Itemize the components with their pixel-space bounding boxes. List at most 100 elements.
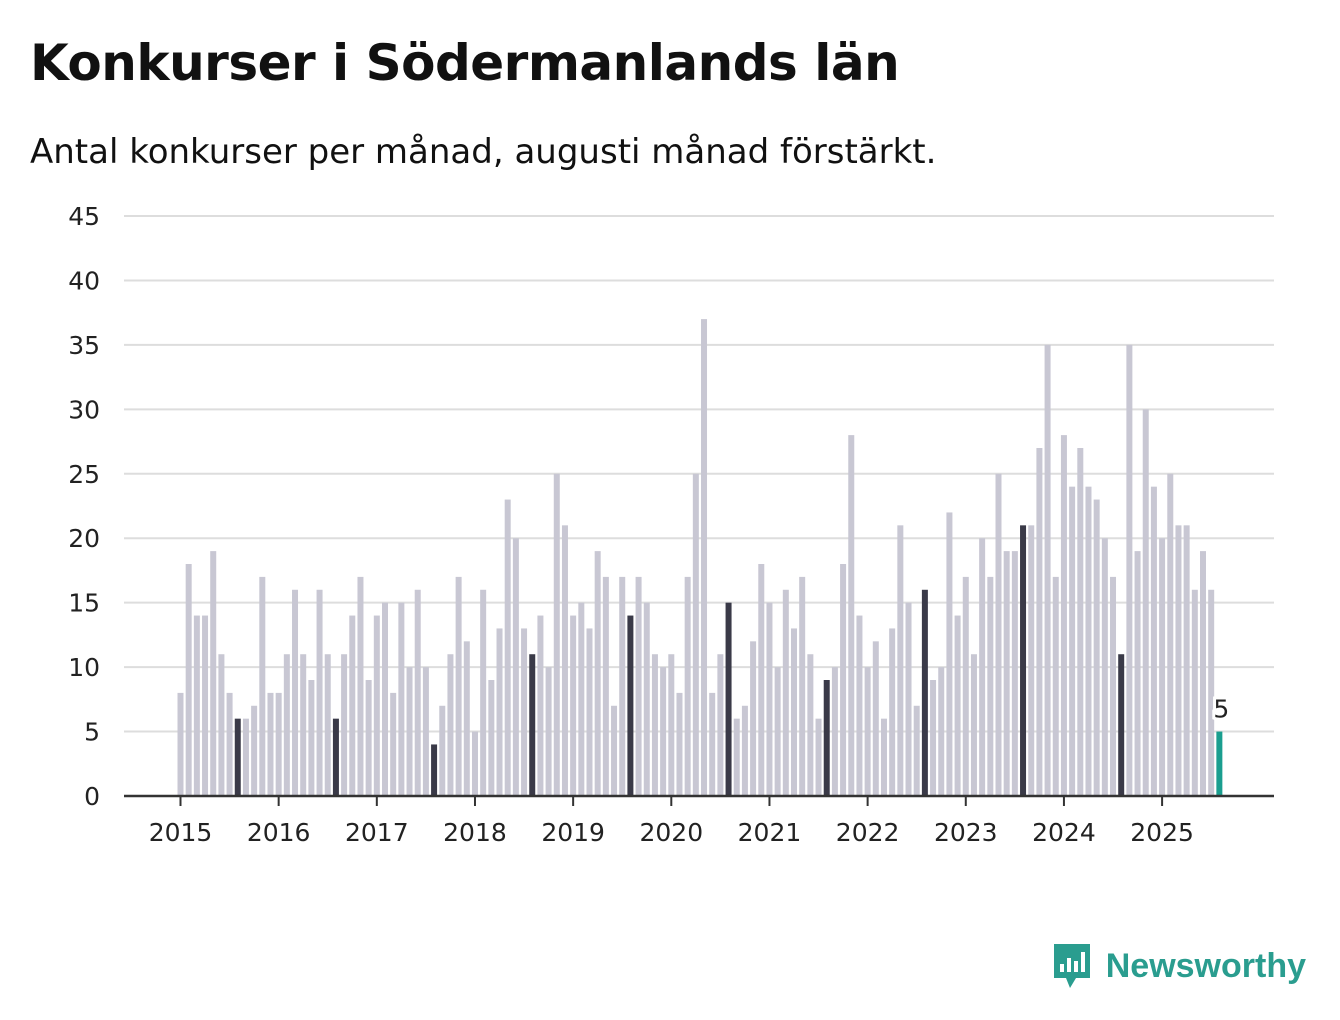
bar — [349, 615, 356, 796]
bar — [561, 525, 568, 796]
y-tick-label: 20 — [68, 524, 100, 553]
bar — [308, 680, 315, 796]
x-tick-label: 2020 — [639, 818, 703, 847]
bar — [725, 602, 732, 796]
bar — [930, 680, 937, 796]
x-tick-label: 2018 — [443, 818, 507, 847]
bar — [938, 667, 945, 796]
bar — [651, 654, 658, 796]
bar — [668, 654, 675, 796]
bar — [856, 615, 863, 796]
bar — [1052, 576, 1059, 796]
bar — [815, 718, 822, 796]
bar — [521, 628, 528, 796]
bar — [1044, 344, 1051, 796]
bar — [864, 667, 871, 796]
bar — [226, 692, 233, 796]
bar — [1118, 654, 1125, 796]
bar — [316, 589, 323, 796]
y-tick-label: 15 — [68, 589, 100, 618]
bar — [185, 564, 192, 796]
bar — [480, 589, 487, 796]
bar — [897, 525, 904, 796]
x-tick-label: 2016 — [247, 818, 311, 847]
bar — [1150, 486, 1157, 796]
bar — [529, 654, 536, 796]
bar — [905, 602, 912, 796]
bar — [365, 680, 372, 796]
bar — [578, 602, 585, 796]
bar — [733, 718, 740, 796]
bar — [234, 718, 241, 796]
x-tick-label: 2017 — [345, 818, 409, 847]
bar — [431, 744, 438, 796]
bar — [880, 718, 887, 796]
bar — [1093, 499, 1100, 796]
bar — [594, 551, 601, 796]
y-tick-label: 30 — [68, 395, 100, 424]
bar — [390, 692, 397, 796]
bar — [275, 692, 282, 796]
bar — [995, 473, 1002, 796]
bar — [602, 576, 609, 796]
bar — [586, 628, 593, 796]
bar — [921, 589, 928, 796]
bar — [643, 602, 650, 796]
bar — [504, 499, 511, 796]
bar — [799, 576, 806, 796]
bar — [872, 641, 879, 796]
bar — [283, 654, 290, 796]
bar — [913, 705, 920, 796]
bar — [545, 667, 552, 796]
bar — [987, 576, 994, 796]
x-tick-label: 2023 — [934, 818, 998, 847]
bar — [750, 641, 757, 796]
bar — [414, 589, 421, 796]
x-tick-label: 2015 — [149, 818, 213, 847]
y-tick-label: 5 — [84, 718, 100, 747]
bar — [1085, 486, 1092, 796]
bar — [1110, 576, 1117, 796]
bar — [635, 576, 642, 796]
brand-logo[interactable]: Newsworthy — [1052, 942, 1306, 990]
bar — [373, 615, 380, 796]
bar — [676, 692, 683, 796]
bar — [1003, 551, 1010, 796]
bar — [970, 654, 977, 796]
x-tick-label: 2024 — [1032, 818, 1096, 847]
bar — [193, 615, 200, 796]
bar — [848, 435, 855, 796]
chart-title: Konkurser i Södermanlands län — [30, 34, 900, 92]
y-tick-label: 0 — [84, 782, 100, 811]
y-tick-label: 10 — [68, 653, 100, 682]
bar — [422, 667, 429, 796]
bar — [823, 680, 830, 796]
bar — [831, 667, 838, 796]
bar — [692, 473, 699, 796]
bar — [889, 628, 896, 796]
y-tick-label: 45 — [68, 202, 100, 231]
bar — [684, 576, 691, 796]
bar — [1101, 538, 1108, 796]
bar — [570, 615, 577, 796]
bar — [553, 473, 560, 796]
bar — [660, 667, 667, 796]
bar — [292, 589, 299, 796]
bar — [1142, 409, 1149, 796]
bars — [177, 319, 1223, 796]
bar — [627, 615, 634, 796]
bar — [619, 576, 626, 796]
bar — [701, 319, 708, 796]
bar — [954, 615, 961, 796]
bar — [406, 667, 413, 796]
bar — [709, 692, 716, 796]
bar — [782, 589, 789, 796]
y-tick-label: 25 — [68, 460, 100, 489]
brand-name: Newsworthy — [1105, 946, 1306, 985]
bar — [1208, 589, 1215, 796]
bar — [807, 654, 814, 796]
bar — [1134, 551, 1141, 796]
y-tick-label: 40 — [68, 266, 100, 295]
bar — [512, 538, 519, 796]
